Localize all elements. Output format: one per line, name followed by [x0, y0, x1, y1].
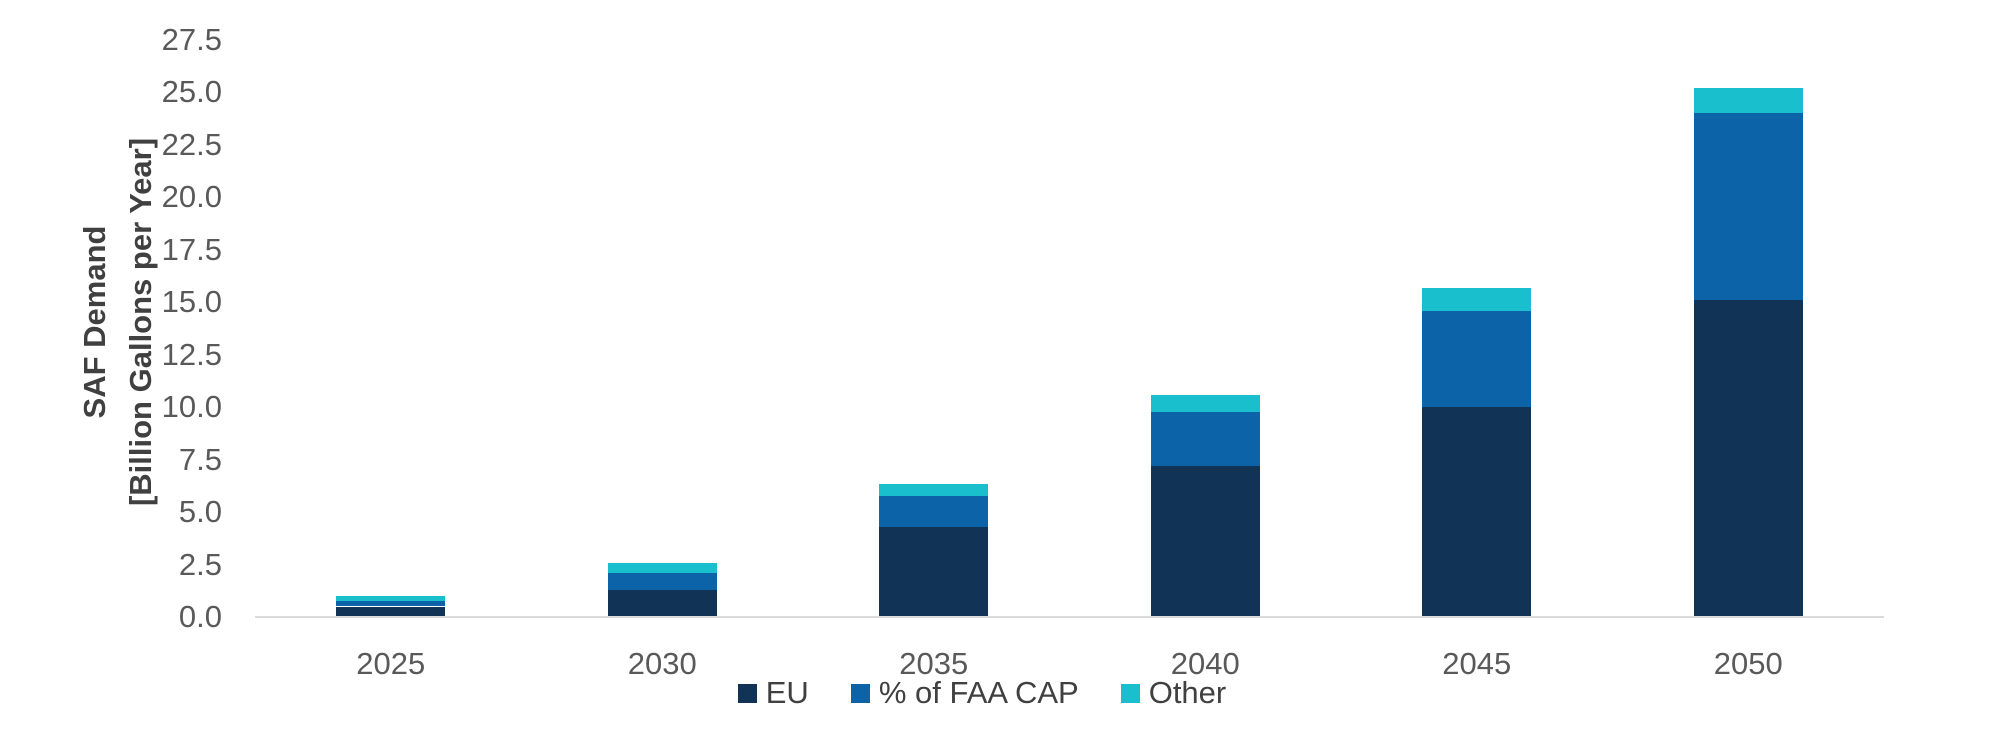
- x-tick-label-2045: 2045: [1442, 646, 1512, 681]
- x-tick-label-2025: 2025: [356, 646, 426, 681]
- bar-segment-eu-2050: [1693, 300, 1803, 617]
- legend-label-other: Other: [1148, 675, 1227, 710]
- bar-segment-eu-2025: [336, 606, 446, 617]
- legend-swatch-icon-of-faa-cap: [850, 683, 870, 703]
- y-tick-label-2.5: 2.5: [178, 546, 222, 582]
- bar-segment-other-2030: [607, 563, 717, 573]
- legend-item-other: Other: [1120, 675, 1227, 710]
- y-tick-label-25.0: 25.0: [161, 74, 222, 110]
- bar-segment-of-faa-cap-2040: [1150, 412, 1260, 466]
- bar-segment-other-2050: [1693, 88, 1803, 114]
- legend-swatch-icon-eu: [737, 683, 757, 703]
- y-tick-label-0.0: 0.0: [178, 599, 222, 634]
- y-tick-label-7.5: 7.5: [178, 441, 222, 477]
- bar-segment-of-faa-cap-2035: [879, 496, 989, 527]
- x-tick-label-2035: 2035: [899, 646, 969, 681]
- legend-label-eu: EU: [765, 675, 809, 710]
- bar-segment-other-2045: [1422, 287, 1532, 311]
- y-tick-label-15.0: 15.0: [161, 284, 222, 320]
- y-tick-label-22.5: 22.5: [161, 126, 222, 162]
- bar-segment-other-2035: [879, 483, 989, 497]
- bar-segment-of-faa-cap-2050: [1693, 113, 1803, 301]
- chart-legend: EU % of FAA CAP Other: [0, 675, 1982, 710]
- legend-swatch-icon-other: [1120, 683, 1140, 703]
- y-tick-label-27.5: 27.5: [161, 22, 222, 57]
- legend-item-eu: EU: [737, 675, 809, 710]
- bar-segment-other-2025: [336, 596, 446, 602]
- bar-segment-of-faa-cap-2045: [1422, 310, 1532, 408]
- legend-label-of-faa-cap: % of FAA CAP: [878, 675, 1079, 710]
- y-tick-label-10.0: 10.0: [161, 389, 222, 425]
- bar-segment-other-2040: [1150, 394, 1260, 413]
- bar-segment-of-faa-cap-2030: [607, 572, 717, 590]
- legend-item-of-faa-cap: % of FAA CAP: [850, 675, 1079, 710]
- x-axis-line: [255, 616, 1884, 618]
- y-tick-label-12.5: 12.5: [161, 336, 222, 372]
- x-tick-label-2030: 2030: [627, 646, 697, 681]
- bar-segment-eu-2035: [879, 526, 989, 617]
- bar-segment-of-faa-cap-2025: [336, 601, 446, 607]
- bar-segment-eu-2045: [1422, 407, 1532, 617]
- y-tick-label-20.0: 20.0: [161, 179, 222, 215]
- x-tick-label-2050: 2050: [1713, 646, 1783, 681]
- bar-segment-eu-2030: [607, 589, 717, 617]
- x-tick-label-2040: 2040: [1170, 646, 1240, 681]
- y-tick-label-5.0: 5.0: [178, 494, 222, 530]
- bar-segment-eu-2040: [1150, 465, 1260, 617]
- y-tick-label-17.5: 17.5: [161, 231, 222, 267]
